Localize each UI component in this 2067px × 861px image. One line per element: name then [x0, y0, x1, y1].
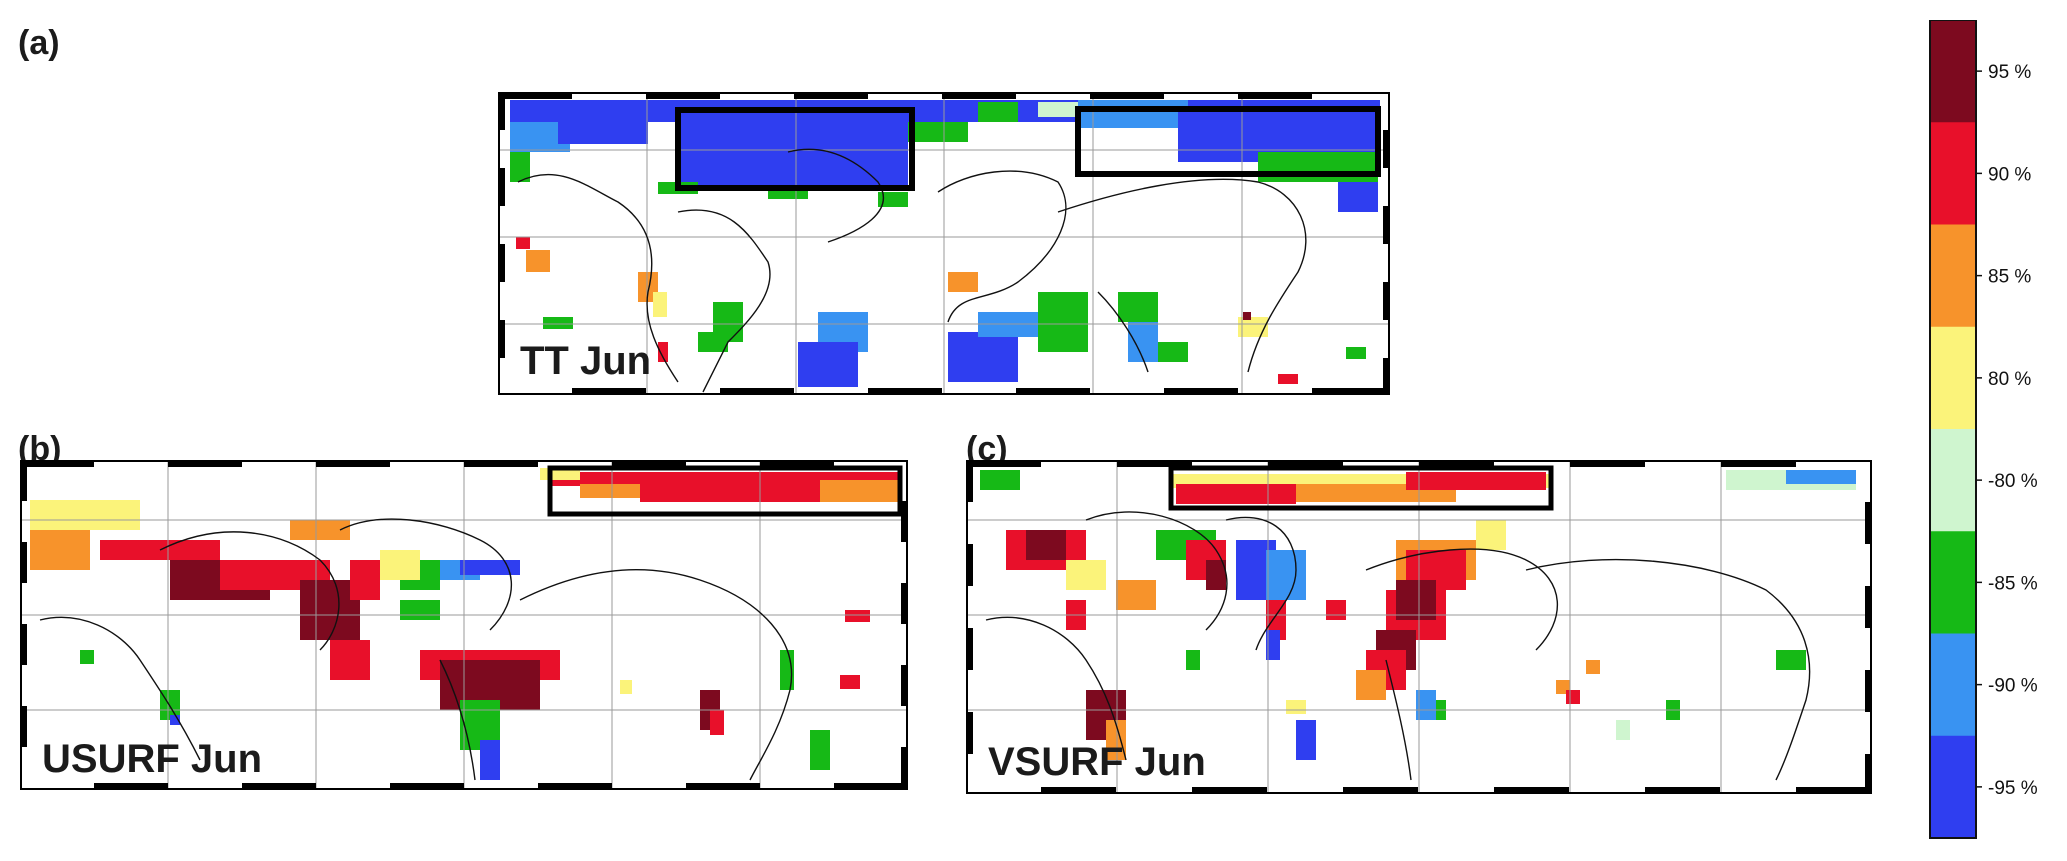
- colorbar-tick-label-2: 85 %: [1988, 267, 2031, 288]
- panel-label-a: (a): [18, 24, 60, 62]
- colorbar-tick-label-1: 90 %: [1988, 164, 2031, 185]
- map-a-title: TT Jun: [520, 339, 651, 383]
- map-b-title: USURF Jun: [42, 737, 262, 781]
- map-panel-a: TT Jun: [498, 92, 1390, 395]
- colorbar-bin-6: [1930, 633, 1976, 737]
- colorbar-bins: [1930, 20, 1976, 839]
- colorbar-bin-1: [1930, 122, 1976, 225]
- colorbar-tick-label-7: -95 %: [1988, 778, 2038, 799]
- colorbar-tick-label-4: -80 %: [1988, 471, 2038, 492]
- colorbar-tick-label-0: 95 %: [1988, 62, 2031, 83]
- colorbar-frame: [1929, 20, 1977, 839]
- map-a-svg: TT Jun: [498, 92, 1390, 395]
- map-b-svg: USURF Jun: [20, 460, 908, 790]
- map-c-graticule: [966, 460, 1872, 794]
- map-panel-b: USURF Jun: [20, 460, 908, 790]
- colorbar-tick-label-5: -85 %: [1988, 573, 2038, 594]
- colorbar-tick-label-3: 80 %: [1988, 369, 2031, 390]
- map-a-highlight-box-2: [1075, 106, 1381, 177]
- map-c-title: VSURF Jun: [988, 740, 1206, 784]
- map-a-tick-band: [498, 92, 1390, 395]
- map-c-tick-band: [966, 460, 1872, 794]
- map-b-cells: [30, 468, 898, 780]
- map-c-svg: VSURF Jun: [966, 460, 1872, 794]
- map-b-tick-band: [20, 460, 908, 790]
- map-c-coastlines: [985, 511, 1811, 781]
- colorbar-bin-3: [1930, 326, 1976, 430]
- colorbar-tick-label-6: -90 %: [1988, 676, 2038, 697]
- colorbar-bin-5: [1930, 531, 1976, 634]
- map-panel-c: VSURF Jun: [966, 460, 1872, 794]
- map-c-highlight-box: [1168, 465, 1554, 511]
- map-b-highlight-box: [547, 465, 903, 517]
- map-a-highlight-box-1: [675, 107, 915, 191]
- map-a-coastlines: [517, 148, 1307, 393]
- colorbar-ticks: 95 % 90 % 85 % 80 % -80 % -85 % -90 % -95 %: [1976, 62, 2038, 799]
- colorbar: 95 % 90 % 85 % 80 % -80 % -85 % -90 % -95 %: [1929, 20, 2038, 839]
- map-b-coastlines: [39, 518, 793, 781]
- colorbar-bin-7: [1930, 735, 1976, 839]
- colorbar-bin-4: [1930, 429, 1976, 532]
- colorbar-bin-2: [1930, 224, 1976, 328]
- colorbar-bin-0: [1930, 20, 1976, 123]
